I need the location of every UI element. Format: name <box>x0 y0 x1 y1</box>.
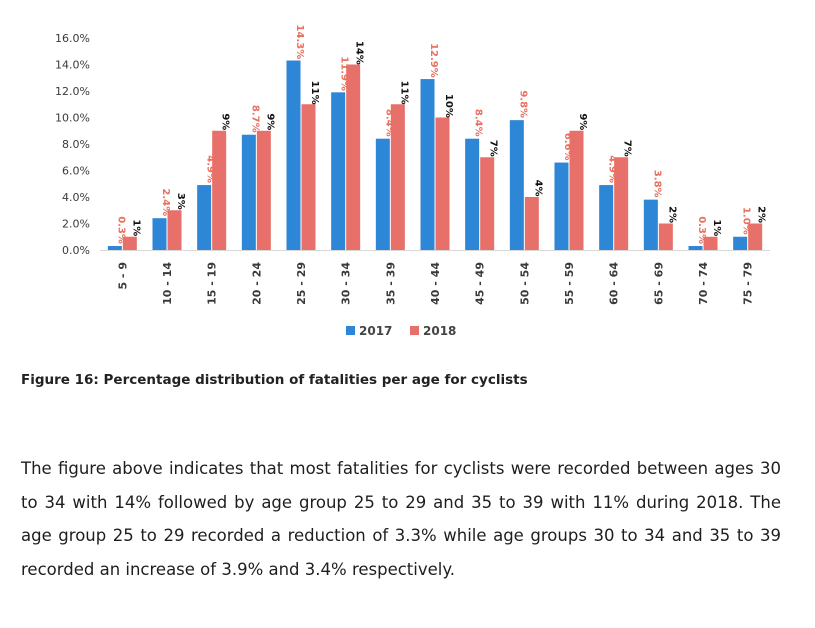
data-label-2018: 11% <box>398 81 409 105</box>
y-tick-label: 16.0% <box>55 32 90 45</box>
x-tick-label: 20 - 24 <box>250 262 263 305</box>
bar-2017-5-9 <box>107 246 122 250</box>
x-tick-label: 5 - 9 <box>116 262 129 290</box>
legend-swatch-2017 <box>346 326 355 335</box>
x-tick-label: 45 - 49 <box>474 262 487 305</box>
y-tick-label: 10.0% <box>55 112 90 125</box>
data-label-2018: 1% <box>130 219 141 236</box>
bar-labels: 0.3% 1% 2.4% 3% 4.9% 9% 8.7% 9% 14.3% 11% 11.9% 14%… <box>115 25 766 244</box>
x-tick-label: 65 - 69 <box>652 262 665 305</box>
bar-2018-45-49 <box>480 157 495 250</box>
y-tick-label: 14.0% <box>55 59 90 72</box>
legend-label-2017: 2017 <box>359 324 392 338</box>
y-tick-label: 12.0% <box>55 85 90 98</box>
data-label-2017: 12.9% <box>428 43 439 78</box>
data-label-2018: 11% <box>309 81 320 105</box>
bar-2018-30-34 <box>346 64 361 250</box>
data-label-2017: 1.0% <box>741 207 752 235</box>
legend-label-2018: 2018 <box>423 324 456 338</box>
data-label-2017: 0.3% <box>696 216 707 244</box>
bar-2017-65-69 <box>643 199 658 250</box>
bar-2017-40-44 <box>420 79 435 250</box>
bar-2017-35-39 <box>375 138 390 250</box>
data-label-2017: 8.7% <box>249 105 260 133</box>
y-tick-label: 6.0% <box>62 165 90 178</box>
data-label-2017: 11.9% <box>339 56 350 91</box>
data-label-2018: 1% <box>711 219 722 236</box>
bars <box>107 60 763 251</box>
bar-2018-15-19 <box>212 130 227 250</box>
y-tick-label: 4.0% <box>62 191 90 204</box>
data-label-2017: 8.4% <box>383 109 394 137</box>
data-label-2018: 7% <box>488 140 499 157</box>
data-label-2018: 2% <box>666 206 677 223</box>
data-label-2017: 14.3% <box>294 25 305 60</box>
data-label-2018: 9% <box>220 113 231 130</box>
body-paragraph: The figure above indicates that most fat… <box>21 459 781 579</box>
data-label-2017: 0.3% <box>115 216 126 244</box>
bar-2017-60-64 <box>599 185 614 250</box>
data-label-2018: 3% <box>175 193 186 210</box>
x-tick-label: 50 - 54 <box>518 262 531 305</box>
x-tick-label: 10 - 14 <box>161 262 174 305</box>
y-tick-label: 8.0% <box>62 138 90 151</box>
data-label-2018: 2% <box>756 206 767 223</box>
bar-2017-30-34 <box>331 92 346 250</box>
bar-2018-75-79 <box>748 223 763 250</box>
data-label-2018: 10% <box>443 94 454 118</box>
x-tick-label: 40 - 44 <box>429 262 442 305</box>
data-label-2018: 4% <box>532 180 543 197</box>
x-tick-label: 15 - 19 <box>206 262 219 305</box>
bar-2018-55-59 <box>569 130 584 250</box>
bar-2017-20-24 <box>241 134 256 250</box>
bar-2018-50-54 <box>524 197 539 250</box>
data-label-2018: 14% <box>354 41 365 65</box>
data-label-2017: 6.6% <box>562 133 573 161</box>
bar-2017-55-59 <box>554 162 569 250</box>
x-tick-label: 35 - 39 <box>384 262 397 305</box>
x-tick-label: 55 - 59 <box>563 262 576 305</box>
bar-2018-60-64 <box>614 157 629 250</box>
bar-2018-35-39 <box>390 104 405 250</box>
bar-2018-40-44 <box>435 117 450 250</box>
bar-2018-10-14 <box>167 210 182 250</box>
data-label-2017: 3.8% <box>651 170 662 198</box>
bar-2017-75-79 <box>733 236 748 250</box>
bar-2018-65-69 <box>658 223 673 250</box>
data-label-2017: 2.4% <box>160 188 171 216</box>
legend: 2017 2018 <box>346 324 456 338</box>
bar-2017-70-74 <box>688 246 703 250</box>
x-tick-label: 30 - 34 <box>340 262 353 305</box>
data-label-2017: 9.8% <box>517 90 528 118</box>
legend-swatch-2018 <box>410 326 419 335</box>
x-tick-label: 60 - 64 <box>608 262 621 305</box>
bar-2018-70-74 <box>703 236 718 250</box>
y-axis: 0.0% 2.0% 4.0% 6.0% 8.0% 10.0% 12.0% 14.0% 16.0% <box>55 32 90 257</box>
data-label-2018: 9% <box>264 113 275 130</box>
y-tick-label: 0.0% <box>62 244 90 257</box>
figure-caption: Figure 16: Percentage distribution of fa… <box>21 372 528 388</box>
bar-2018-20-24 <box>256 130 271 250</box>
data-label-2017: 4.9% <box>205 155 216 183</box>
y-tick-label: 2.0% <box>62 218 90 231</box>
bar-2017-45-49 <box>465 138 480 250</box>
bar-2017-25-29 <box>286 60 301 251</box>
bar-2018-25-29 <box>301 104 316 250</box>
bar-2018-5-9 <box>122 236 137 250</box>
bar-chart: 0.0% 2.0% 4.0% 6.0% 8.0% 10.0% 12.0% 14.0% 16.0%… <box>55 25 770 338</box>
bar-2017-15-19 <box>197 185 212 250</box>
x-tick-label: 75 - 79 <box>742 262 755 305</box>
x-axis: 5 - 9 10 - 14 15 - 19 20 - 24 25 - 29 30 - 34… <box>100 250 770 305</box>
data-label-2018: 9% <box>577 113 588 130</box>
bar-2017-10-14 <box>152 218 167 250</box>
data-label-2017: 8.4% <box>473 109 484 137</box>
x-tick-label: 25 - 29 <box>295 262 308 305</box>
data-label-2018: 7% <box>622 140 633 157</box>
x-tick-label: 70 - 74 <box>697 262 710 305</box>
bar-2017-50-54 <box>509 120 524 251</box>
data-label-2017: 4.9% <box>607 155 618 183</box>
